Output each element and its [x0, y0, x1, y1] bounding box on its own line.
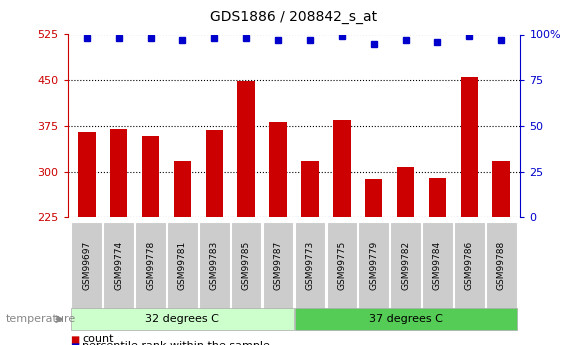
Bar: [199, 223, 229, 313]
Bar: [359, 223, 389, 313]
Bar: [295, 223, 325, 313]
Bar: [110, 129, 128, 217]
Bar: [390, 223, 421, 313]
Bar: [78, 132, 95, 217]
Text: GSM99787: GSM99787: [273, 241, 283, 290]
Bar: [103, 223, 134, 313]
Bar: [333, 120, 350, 217]
Text: GSM99782: GSM99782: [401, 241, 410, 290]
Bar: [238, 81, 255, 217]
Text: GSM99786: GSM99786: [465, 241, 474, 290]
Text: count: count: [82, 334, 114, 344]
Text: GSM99697: GSM99697: [82, 241, 91, 290]
Bar: [231, 223, 262, 313]
Text: GDS1886 / 208842_s_at: GDS1886 / 208842_s_at: [211, 10, 377, 24]
Bar: [326, 223, 357, 313]
Text: ■: ■: [71, 335, 80, 345]
Bar: [135, 223, 166, 313]
Bar: [72, 308, 294, 330]
Text: percentile rank within the sample: percentile rank within the sample: [82, 341, 270, 345]
Bar: [72, 223, 102, 313]
Text: ■: ■: [71, 342, 80, 345]
Text: 37 degrees C: 37 degrees C: [369, 314, 443, 324]
Bar: [493, 161, 510, 217]
Bar: [142, 136, 159, 217]
Bar: [422, 223, 453, 313]
Bar: [454, 223, 485, 313]
Text: GSM99773: GSM99773: [305, 241, 315, 290]
Bar: [397, 167, 415, 217]
Bar: [365, 179, 382, 217]
Bar: [263, 223, 293, 313]
Text: GSM99784: GSM99784: [433, 241, 442, 290]
Bar: [167, 223, 198, 313]
Text: GSM99788: GSM99788: [497, 241, 506, 290]
Bar: [486, 223, 516, 313]
Text: GSM99774: GSM99774: [114, 241, 123, 290]
Bar: [301, 161, 319, 217]
Bar: [429, 178, 446, 217]
Text: GSM99778: GSM99778: [146, 241, 155, 290]
Text: GSM99775: GSM99775: [338, 241, 346, 290]
Text: temperature: temperature: [6, 314, 76, 324]
Bar: [295, 308, 517, 330]
Text: GSM99785: GSM99785: [242, 241, 250, 290]
Text: 32 degrees C: 32 degrees C: [145, 314, 219, 324]
Bar: [206, 130, 223, 217]
Text: GSM99783: GSM99783: [210, 241, 219, 290]
Bar: [460, 77, 478, 217]
Text: GSM99781: GSM99781: [178, 241, 187, 290]
Text: GSM99779: GSM99779: [369, 241, 378, 290]
Bar: [269, 122, 287, 217]
Bar: [173, 161, 191, 217]
